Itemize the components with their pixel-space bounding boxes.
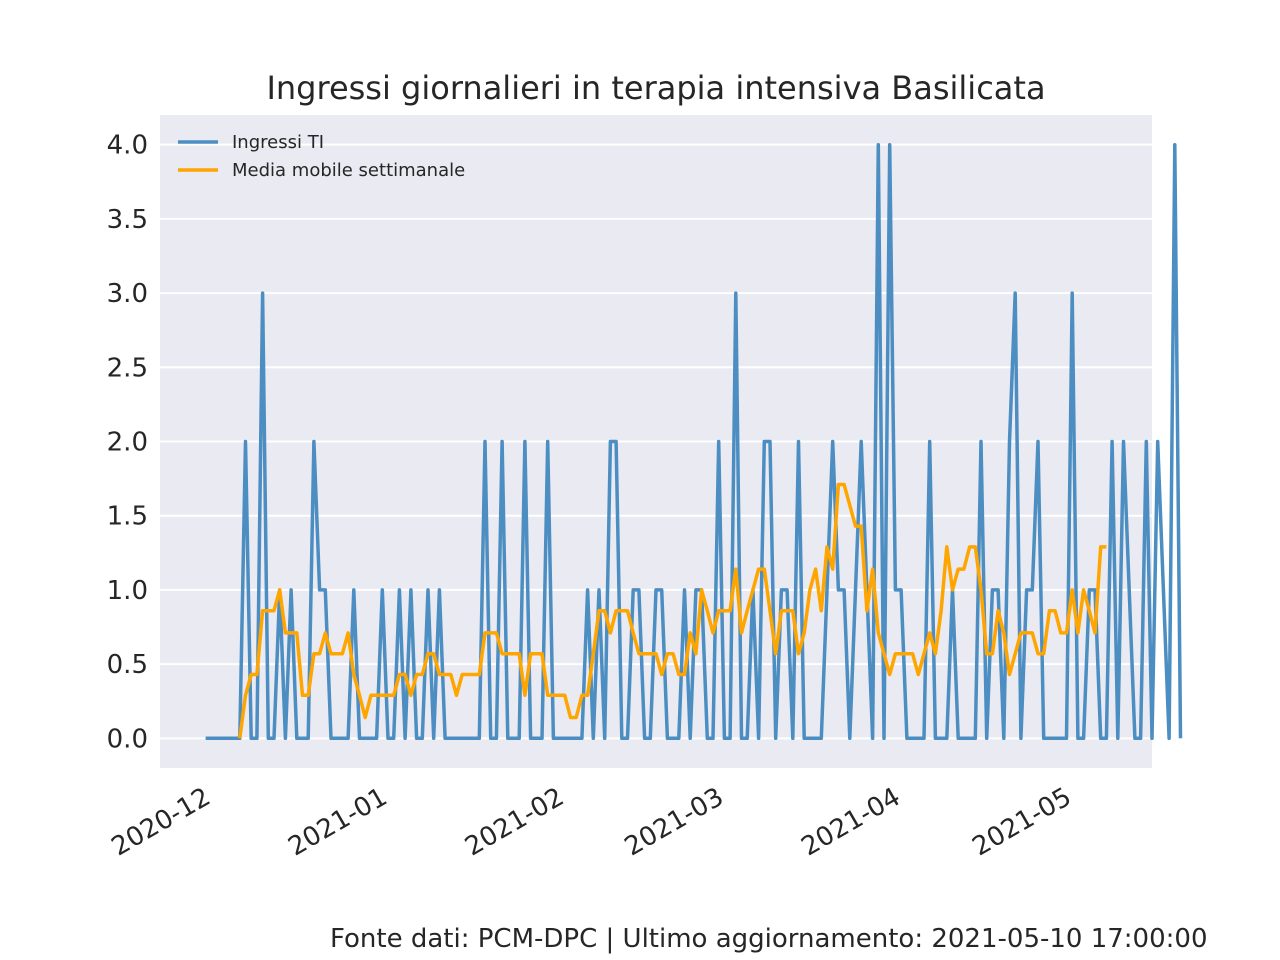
footer-source: Fonte dati: PCM-DPC | Ultimo aggiornamen… <box>330 924 1208 954</box>
y-tick-label: 2.5 <box>107 353 148 383</box>
y-tick-label: 3.0 <box>107 279 148 309</box>
legend: Ingressi TI Media mobile settimanale <box>178 132 465 181</box>
x-axis-ticks: 2020-12 2021-01 2021-02 2021-03 2021-04 2021-… <box>107 782 1077 862</box>
x-tick-label: 2021-02 <box>460 782 569 862</box>
y-tick-label: 3.5 <box>107 205 148 235</box>
x-tick-label: 2021-04 <box>796 782 905 862</box>
x-tick-label: 2021-03 <box>620 782 729 862</box>
y-tick-label: 1.0 <box>107 576 148 606</box>
legend-label: Ingressi TI <box>232 132 324 153</box>
y-tick-label: 0.0 <box>107 724 148 754</box>
series-line-ingressi-ti <box>205 142 1183 741</box>
chart-title: Ingressi giornalieri in terapia intensiv… <box>266 69 1045 107</box>
y-axis-ticks: 0.0 0.5 1.0 1.5 2.0 2.5 3.0 3.5 4.0 <box>107 131 148 755</box>
legend-label: Media mobile settimanale <box>232 160 465 181</box>
x-tick-label: 2021-01 <box>283 782 392 862</box>
series-line-media-mobile <box>238 482 1107 739</box>
series-lines <box>205 142 1183 741</box>
y-tick-label: 0.5 <box>107 650 148 680</box>
x-tick-label: 2020-12 <box>107 782 216 862</box>
x-tick-label: 2021-05 <box>967 782 1076 862</box>
y-tick-label: 1.5 <box>107 502 148 532</box>
y-tick-label: 4.0 <box>107 131 148 161</box>
y-tick-label: 2.0 <box>107 428 148 458</box>
